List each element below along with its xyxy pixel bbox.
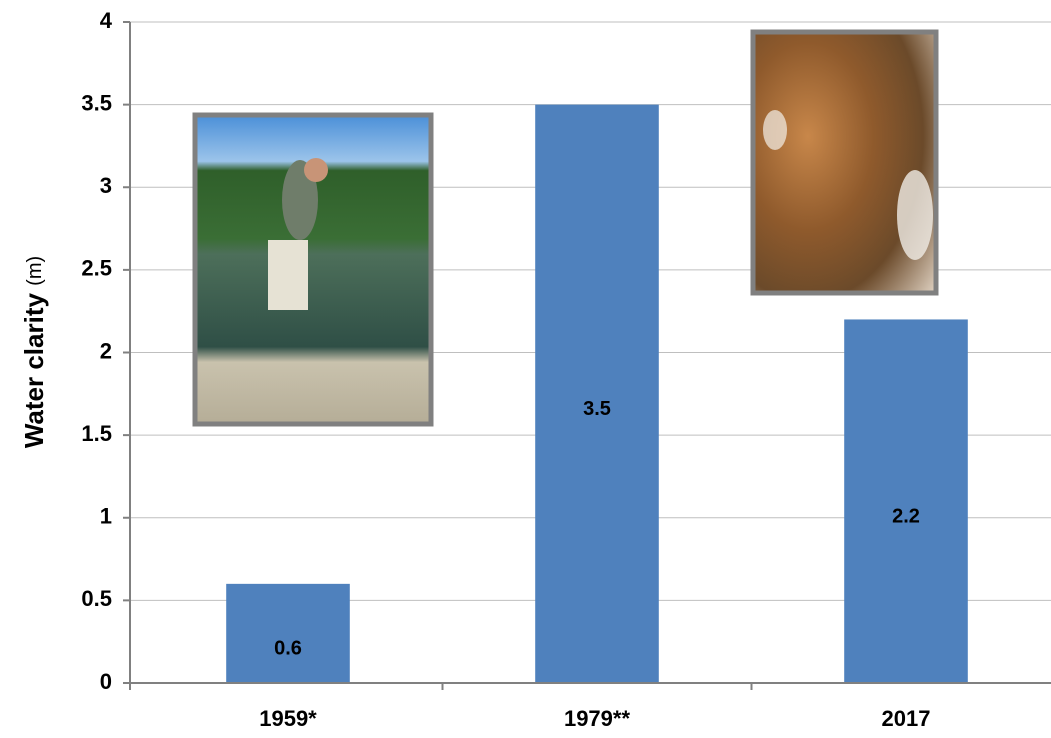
y-axis-unit: (m) bbox=[24, 256, 46, 286]
bar bbox=[226, 583, 350, 683]
bar bbox=[535, 104, 659, 683]
x-tick-label: 2017 bbox=[882, 706, 931, 731]
y-axis-label: Water clarity (m) bbox=[19, 256, 49, 448]
y-tick-label: 0.5 bbox=[81, 586, 112, 611]
x-tick-label: 1979** bbox=[564, 706, 631, 731]
data-label: 3.5 bbox=[583, 398, 611, 420]
y-tick-label: 1.5 bbox=[81, 421, 112, 446]
data-label: 0.6 bbox=[274, 638, 302, 660]
photo-water bbox=[750, 29, 939, 296]
y-tick-label: 2 bbox=[100, 338, 112, 363]
y-tick-label: 3.5 bbox=[81, 90, 112, 115]
photo-secchi bbox=[192, 112, 434, 427]
y-tick-label: 4 bbox=[100, 8, 113, 33]
y-tick-label: 3 bbox=[100, 173, 112, 198]
bar bbox=[844, 319, 968, 683]
y-axis-label-text: Water clarity bbox=[19, 293, 49, 449]
y-tick-label: 0 bbox=[100, 669, 112, 694]
y-tick-label: 1 bbox=[100, 504, 112, 529]
data-label: 2.2 bbox=[892, 506, 920, 528]
y-tick-label: 2.5 bbox=[81, 256, 112, 281]
x-tick-label: 1959* bbox=[259, 706, 317, 731]
